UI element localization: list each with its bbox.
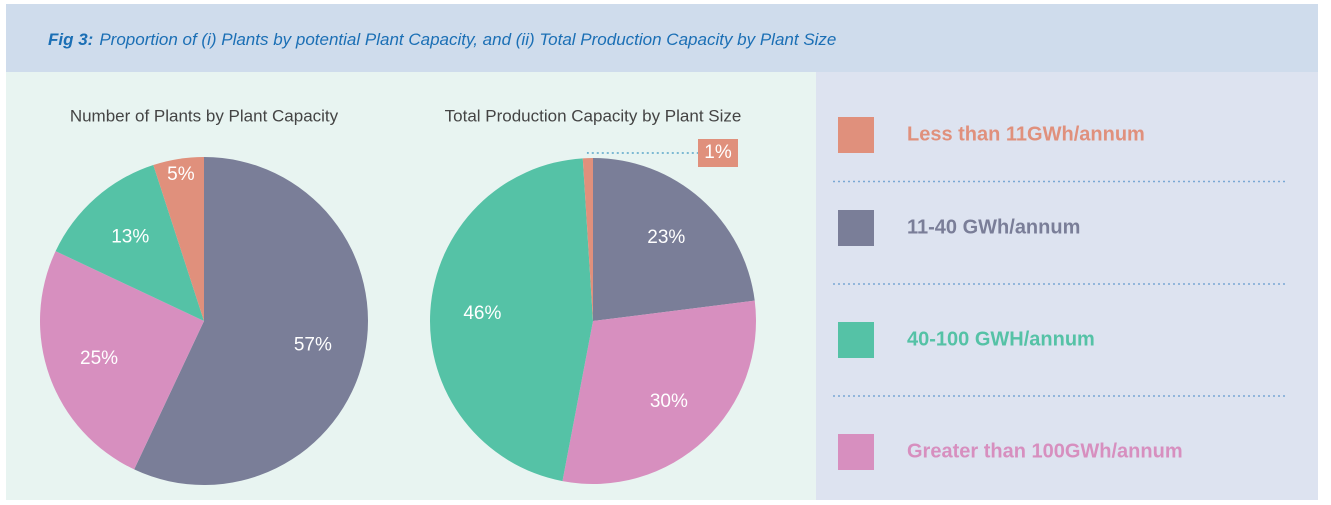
legend-swatch — [838, 117, 874, 153]
value-label: 1% — [704, 142, 732, 163]
legend-label: 40-100 GWH/annum — [907, 328, 1095, 350]
pie-slice — [593, 158, 755, 321]
legend-panel — [816, 72, 1318, 500]
pie-slice — [55, 165, 204, 321]
value-label: 57% — [294, 334, 332, 355]
legend-label: Less than 11GWh/annum — [907, 123, 1145, 145]
value-label: 5% — [167, 164, 195, 185]
header: Fig 3: Proportion of (i) Plants by potent… — [48, 30, 836, 49]
leader-line — [586, 152, 698, 154]
pie-slice — [39, 251, 204, 470]
legend-label: Greater than 100GWh/annum — [907, 440, 1183, 462]
legend-swatch — [838, 322, 874, 358]
value-label: 30% — [650, 391, 688, 412]
fig-label: Fig 3: — [48, 30, 93, 49]
value-label: 25% — [80, 348, 118, 369]
header-band — [6, 4, 1318, 72]
fig-title: Proportion of (i) Plants by potential Pl… — [99, 30, 836, 49]
pie-slice — [562, 300, 757, 485]
pie-slice — [153, 157, 204, 321]
pie-title: Total Production Capacity by Plant Size — [445, 106, 742, 125]
legend-swatch — [838, 434, 874, 470]
pie-title: Number of Plants by Plant Capacity — [70, 106, 339, 125]
legend-swatch — [838, 210, 874, 246]
pie-slice — [430, 158, 593, 482]
value-label: 23% — [647, 227, 685, 248]
pie-slice — [134, 157, 369, 486]
callout-box — [698, 139, 738, 167]
value-label: 13% — [111, 226, 149, 247]
pie-slice — [582, 158, 593, 321]
value-label: 46% — [463, 303, 501, 324]
legend-label: 11-40 GWh/annum — [907, 216, 1080, 238]
